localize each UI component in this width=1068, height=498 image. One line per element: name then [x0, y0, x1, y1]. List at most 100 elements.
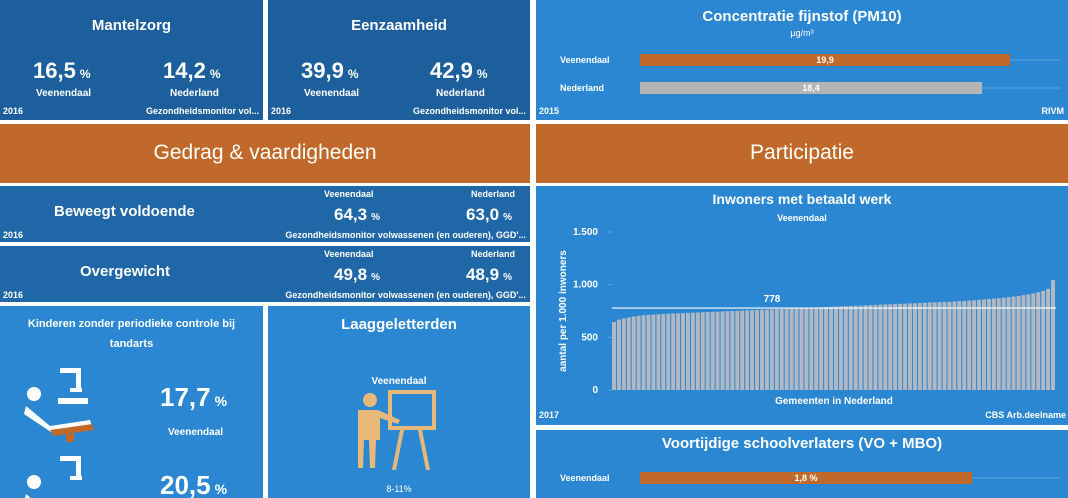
bar — [863, 305, 868, 390]
bar — [977, 299, 982, 390]
bar — [962, 300, 967, 390]
dentist-icon — [25, 456, 82, 498]
kpi-label: Nederland — [170, 88, 219, 99]
kpi-value: 39,9 — [301, 58, 344, 83]
bar-label: Nederland — [560, 83, 604, 93]
bar — [641, 315, 646, 390]
bar — [878, 304, 883, 390]
column-header: Veenendaal — [324, 249, 374, 259]
kpi: 48,9% — [466, 265, 512, 285]
teacher-icon — [358, 390, 436, 470]
bar — [666, 313, 671, 390]
source: RIVM — [1041, 106, 1065, 116]
bar — [908, 303, 912, 390]
year: 2016 — [3, 230, 24, 240]
kpi: 64,3% — [334, 205, 380, 225]
tile-fijnstof: Concentratie fijnstof (PM10) µg/m³ Veene… — [536, 0, 1068, 120]
bar — [912, 303, 917, 390]
bar — [730, 311, 735, 390]
y-tick-label: 1.500 — [573, 227, 598, 238]
bar — [1016, 295, 1021, 390]
bar — [868, 305, 873, 390]
bar — [1036, 292, 1041, 390]
bar — [646, 314, 651, 390]
bar — [1021, 295, 1026, 390]
kpi-value: 20,5 — [160, 470, 211, 498]
bar-chart: Veenendaal 19,9 Nederland 18,4 — [560, 54, 1060, 94]
bar — [986, 298, 991, 390]
kpi-value: 17,7 — [160, 382, 211, 412]
bar — [710, 311, 715, 390]
bar — [661, 313, 666, 390]
column-header: Veenendaal — [324, 189, 374, 199]
bar — [695, 312, 700, 390]
kpi-unit: % — [347, 67, 359, 81]
kpi: 20,5% — [160, 470, 227, 498]
year: 2015 — [539, 106, 560, 116]
kpi-value: 42,9 — [430, 58, 473, 83]
bar-chart: Inwoners met betaald werk Veenendaal aanta… — [539, 191, 1066, 420]
kpi-unit: % — [503, 272, 512, 283]
kpi-label: Veenendaal — [371, 376, 427, 387]
bar — [922, 302, 927, 390]
bar — [927, 302, 932, 390]
bar — [1041, 290, 1046, 390]
kpi-value: 64,3 — [334, 205, 368, 224]
kpi-unit: % — [371, 212, 380, 223]
bar — [616, 319, 621, 390]
kpi-value: 16,5 — [33, 58, 76, 83]
bar — [705, 312, 710, 390]
bar — [873, 304, 878, 390]
y-axis-label: aantal per 1.000 inwoners — [558, 250, 569, 372]
bar — [1001, 297, 1006, 390]
bar — [640, 82, 983, 94]
value-label: 19,9 — [816, 55, 834, 65]
bar — [774, 309, 779, 390]
bar — [893, 304, 898, 390]
bar — [957, 301, 962, 390]
bar — [720, 311, 725, 390]
year: 2016 — [3, 106, 24, 116]
bar — [612, 322, 616, 390]
section-band: Participatie — [536, 124, 1068, 183]
bar — [1046, 288, 1051, 390]
kpi-unit: % — [209, 67, 221, 81]
bar — [809, 307, 814, 390]
bar — [932, 302, 937, 390]
source: CBS Arb.deelname — [985, 410, 1066, 420]
tile-tandarts: Kinderen zonder periodieke controle bij … — [0, 306, 263, 498]
kpi-unit: % — [503, 212, 512, 223]
bar — [784, 308, 789, 390]
kpi: 17,7% — [160, 382, 227, 413]
bar — [769, 309, 774, 390]
tile-title: Eenzaamheid — [351, 17, 447, 34]
bar — [967, 300, 972, 390]
tile-title: Beweegt voldoende — [54, 203, 195, 220]
bar — [947, 301, 952, 390]
bar — [853, 305, 858, 390]
kpi-label: Veenendaal — [304, 88, 360, 99]
bar-label: Veenendaal — [560, 473, 610, 483]
kpi-value: 48,9 — [466, 265, 500, 284]
year: 2016 — [3, 290, 24, 300]
bar — [883, 304, 888, 390]
bar — [814, 307, 819, 390]
kpi-value: 63,0 — [466, 205, 500, 224]
kpi-unit: % — [476, 67, 488, 81]
bar — [631, 316, 636, 390]
bar — [764, 309, 769, 390]
bar — [686, 312, 690, 390]
bar — [991, 298, 996, 390]
bar — [858, 305, 863, 390]
bar — [681, 313, 686, 390]
unit: µg/m³ — [790, 28, 814, 38]
bar — [917, 302, 922, 390]
bar — [903, 303, 908, 390]
tile-mantelzorg: Mantelzorg 16,5% Veenendaal 14,2% Nederl… — [0, 0, 263, 120]
column-header: Nederland — [471, 249, 516, 259]
bar — [843, 306, 848, 390]
bar — [700, 312, 705, 390]
bar — [996, 298, 1001, 390]
bar — [848, 305, 853, 390]
tile-title: Laaggeletterden — [341, 316, 457, 333]
